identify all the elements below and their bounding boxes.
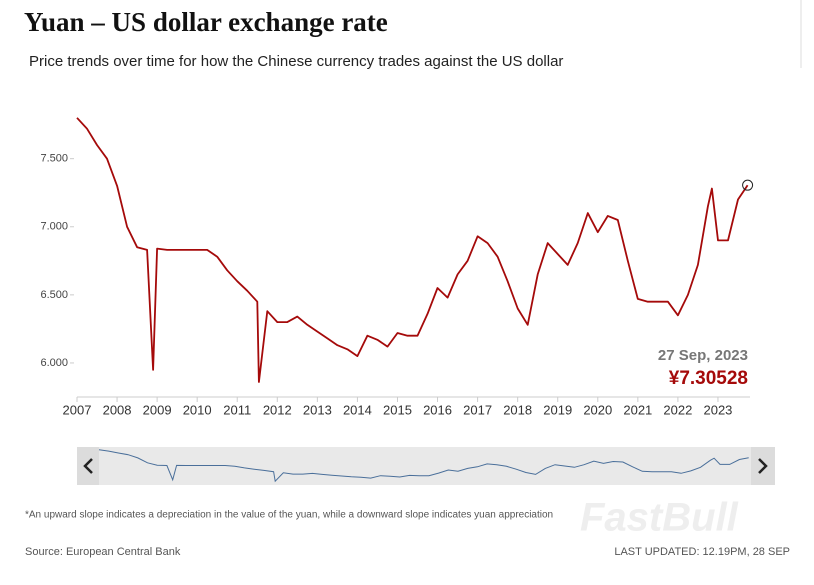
updated: LAST UPDATED: 12.19PM, 28 SEP [614, 546, 790, 558]
x-tick-label: 2021 [623, 402, 652, 417]
y-tick-label: 6.000 [40, 357, 68, 369]
x-tick-label: 2007 [63, 402, 92, 417]
series-line [76, 117, 749, 383]
x-tick-label: 2014 [343, 402, 372, 417]
source: Source: European Central Bank [25, 546, 181, 558]
x-tick-label: 2008 [103, 402, 132, 417]
y-tick-label: 7.500 [40, 153, 68, 165]
annotation-value: ¥7.30528 [669, 368, 748, 389]
x-tick-label: 2011 [223, 402, 251, 417]
x-tick-label: 2020 [583, 402, 612, 417]
nav-right[interactable] [751, 447, 775, 485]
x-tick-label: 2009 [143, 402, 172, 417]
footnote: *An upward slope indicates a depreciatio… [25, 510, 553, 521]
nav-left-arrow [83, 458, 93, 474]
title: Yuan – US dollar exchange rate [24, 7, 388, 37]
last-point [742, 179, 754, 191]
x-tick-label: 2012 [263, 402, 292, 417]
x-tick-label: 2018 [503, 402, 532, 417]
navigator[interactable] [77, 447, 775, 485]
nav-right-arrow [758, 458, 768, 474]
x-tick-label: 2017 [463, 402, 492, 417]
x-tick-label: 2022 [663, 402, 692, 417]
x-tick-label: 2015 [383, 402, 412, 417]
annotation-date: 27 Sep, 2023 [658, 347, 748, 364]
navigator-line [98, 449, 749, 483]
x-tick-label: 2023 [703, 402, 732, 417]
y-tick-label: 6.500 [40, 289, 68, 301]
x-tick-label: 2013 [303, 402, 332, 417]
subtitle: Price trends over time for how the Chine… [29, 53, 563, 70]
watermark: FastBull [580, 496, 739, 540]
x-tick-label: 2016 [423, 402, 452, 417]
x-tick-label: 2010 [183, 402, 212, 417]
nav-left[interactable] [77, 447, 99, 485]
x-tick-label: 2019 [543, 402, 572, 417]
y-tick-label: 7.000 [40, 221, 68, 233]
